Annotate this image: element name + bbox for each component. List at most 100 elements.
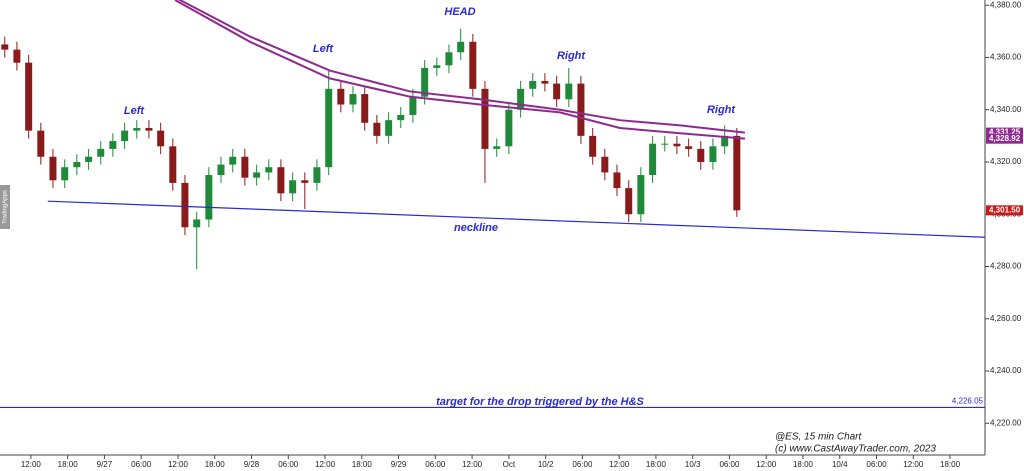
candle-body — [637, 175, 645, 215]
candle-body — [445, 52, 453, 66]
candle-body — [577, 83, 585, 136]
candle-body — [289, 180, 297, 194]
candle-body — [205, 175, 213, 220]
candle-body — [133, 128, 141, 131]
x-tick-label: 12:00 — [21, 460, 42, 469]
candle-body — [109, 141, 117, 149]
x-tick-label: 18:00 — [352, 460, 373, 469]
price-tag-label: 4,301.50 — [989, 205, 1021, 214]
candle-body — [97, 148, 105, 157]
x-tick-label: Oct — [503, 460, 516, 469]
x-tick-label: 18:00 — [646, 460, 667, 469]
candle-body — [529, 80, 537, 89]
candle-body — [181, 182, 189, 228]
y-tick-label: 4,380.00 — [990, 0, 1022, 9]
candle-body — [241, 156, 249, 178]
x-tick-label: 18:00 — [793, 460, 814, 469]
x-tick-label: 12:00 — [903, 460, 924, 469]
candle-body — [613, 172, 621, 189]
x-tick-label: 10/2 — [538, 460, 554, 469]
y-tick-label: 4,360.00 — [990, 53, 1022, 62]
x-tick-label: 9/27 — [97, 460, 113, 469]
candle-body — [385, 120, 393, 136]
candle-body — [721, 135, 729, 147]
candle-body — [253, 172, 261, 178]
candle-body — [193, 219, 201, 228]
candle-body — [673, 143, 681, 147]
candle-body — [337, 88, 345, 105]
candle-body — [697, 148, 705, 162]
candle-body — [157, 130, 165, 147]
candle-body — [685, 146, 693, 149]
annotation: neckline — [454, 222, 498, 234]
candle-body — [661, 143, 669, 145]
candle-body — [421, 67, 429, 97]
candle-body — [505, 109, 513, 147]
candle-body — [553, 83, 561, 100]
x-tick-label: 12:00 — [462, 460, 483, 469]
candle-body — [277, 167, 285, 194]
candle-body — [493, 146, 501, 149]
candle-body — [25, 62, 33, 131]
x-tick-label: 18:00 — [205, 460, 226, 469]
candle-body — [397, 114, 405, 121]
sidebar-tab[interactable] — [0, 185, 10, 229]
candle-body — [169, 146, 177, 183]
annotation: Left — [124, 105, 146, 117]
candle-body — [121, 130, 129, 142]
candle-body — [325, 88, 333, 168]
y-tick-label: 4,280.00 — [990, 262, 1022, 271]
candle-body — [13, 49, 21, 63]
candle-body — [1, 44, 9, 50]
x-tick-label: 06:00 — [572, 460, 593, 469]
x-tick-label: 06:00 — [425, 460, 446, 469]
price-tag — [986, 133, 1023, 144]
x-tick-label: 10/4 — [832, 460, 848, 469]
x-tick-label: 9/28 — [244, 460, 260, 469]
x-tick-label: 06:00 — [719, 460, 740, 469]
annotation: Left — [313, 43, 335, 55]
candle-body — [265, 167, 273, 173]
annotation: target for the drop triggered by the H&S — [436, 396, 644, 408]
candle-body — [361, 94, 369, 123]
candle-body — [625, 188, 633, 215]
annotation: Right — [707, 104, 736, 116]
candle-body — [589, 135, 597, 157]
candle-body — [457, 41, 465, 53]
moving-average — [174, 0, 745, 140]
footer-text: (c) www.CastAwayTrader.com, 2023 — [775, 444, 936, 455]
candle-body — [565, 83, 573, 100]
candle-body — [709, 146, 717, 162]
x-tick-label: 06:00 — [278, 460, 299, 469]
y-tick-label: 4,340.00 — [990, 105, 1022, 114]
candle-body — [517, 88, 525, 110]
x-tick-label: 18:00 — [58, 460, 79, 469]
price-tag — [986, 127, 1023, 138]
neckline — [47, 200, 986, 238]
candle-body — [349, 94, 357, 105]
candle-body — [301, 180, 309, 183]
sidebar-tab-label: TradingApps — [3, 190, 9, 224]
candle-body — [469, 41, 477, 89]
x-tick-label: 12:00 — [756, 460, 777, 469]
x-tick-label: 10/3 — [685, 460, 701, 469]
target-label: 4,226.05 — [952, 397, 984, 406]
candle-body — [145, 128, 153, 131]
candle-body — [733, 135, 741, 211]
x-tick-label: 12:00 — [609, 460, 630, 469]
candle-body — [433, 65, 441, 68]
y-tick-label: 4,260.00 — [990, 314, 1022, 323]
candle-body — [409, 96, 417, 115]
price-tag — [986, 205, 1023, 216]
y-tick-label: 4,220.00 — [990, 418, 1022, 427]
candle-body — [49, 156, 57, 181]
y-tick-label: 4,320.00 — [990, 157, 1022, 166]
annotation: HEAD — [444, 6, 475, 18]
price-tag-label: 4,328.92 — [989, 134, 1021, 143]
candle-body — [313, 167, 321, 183]
price-tag-label: 4,331.25 — [989, 128, 1021, 137]
x-tick-label: 9/29 — [391, 460, 407, 469]
candle-body — [229, 156, 237, 165]
moving-average — [177, 0, 746, 134]
